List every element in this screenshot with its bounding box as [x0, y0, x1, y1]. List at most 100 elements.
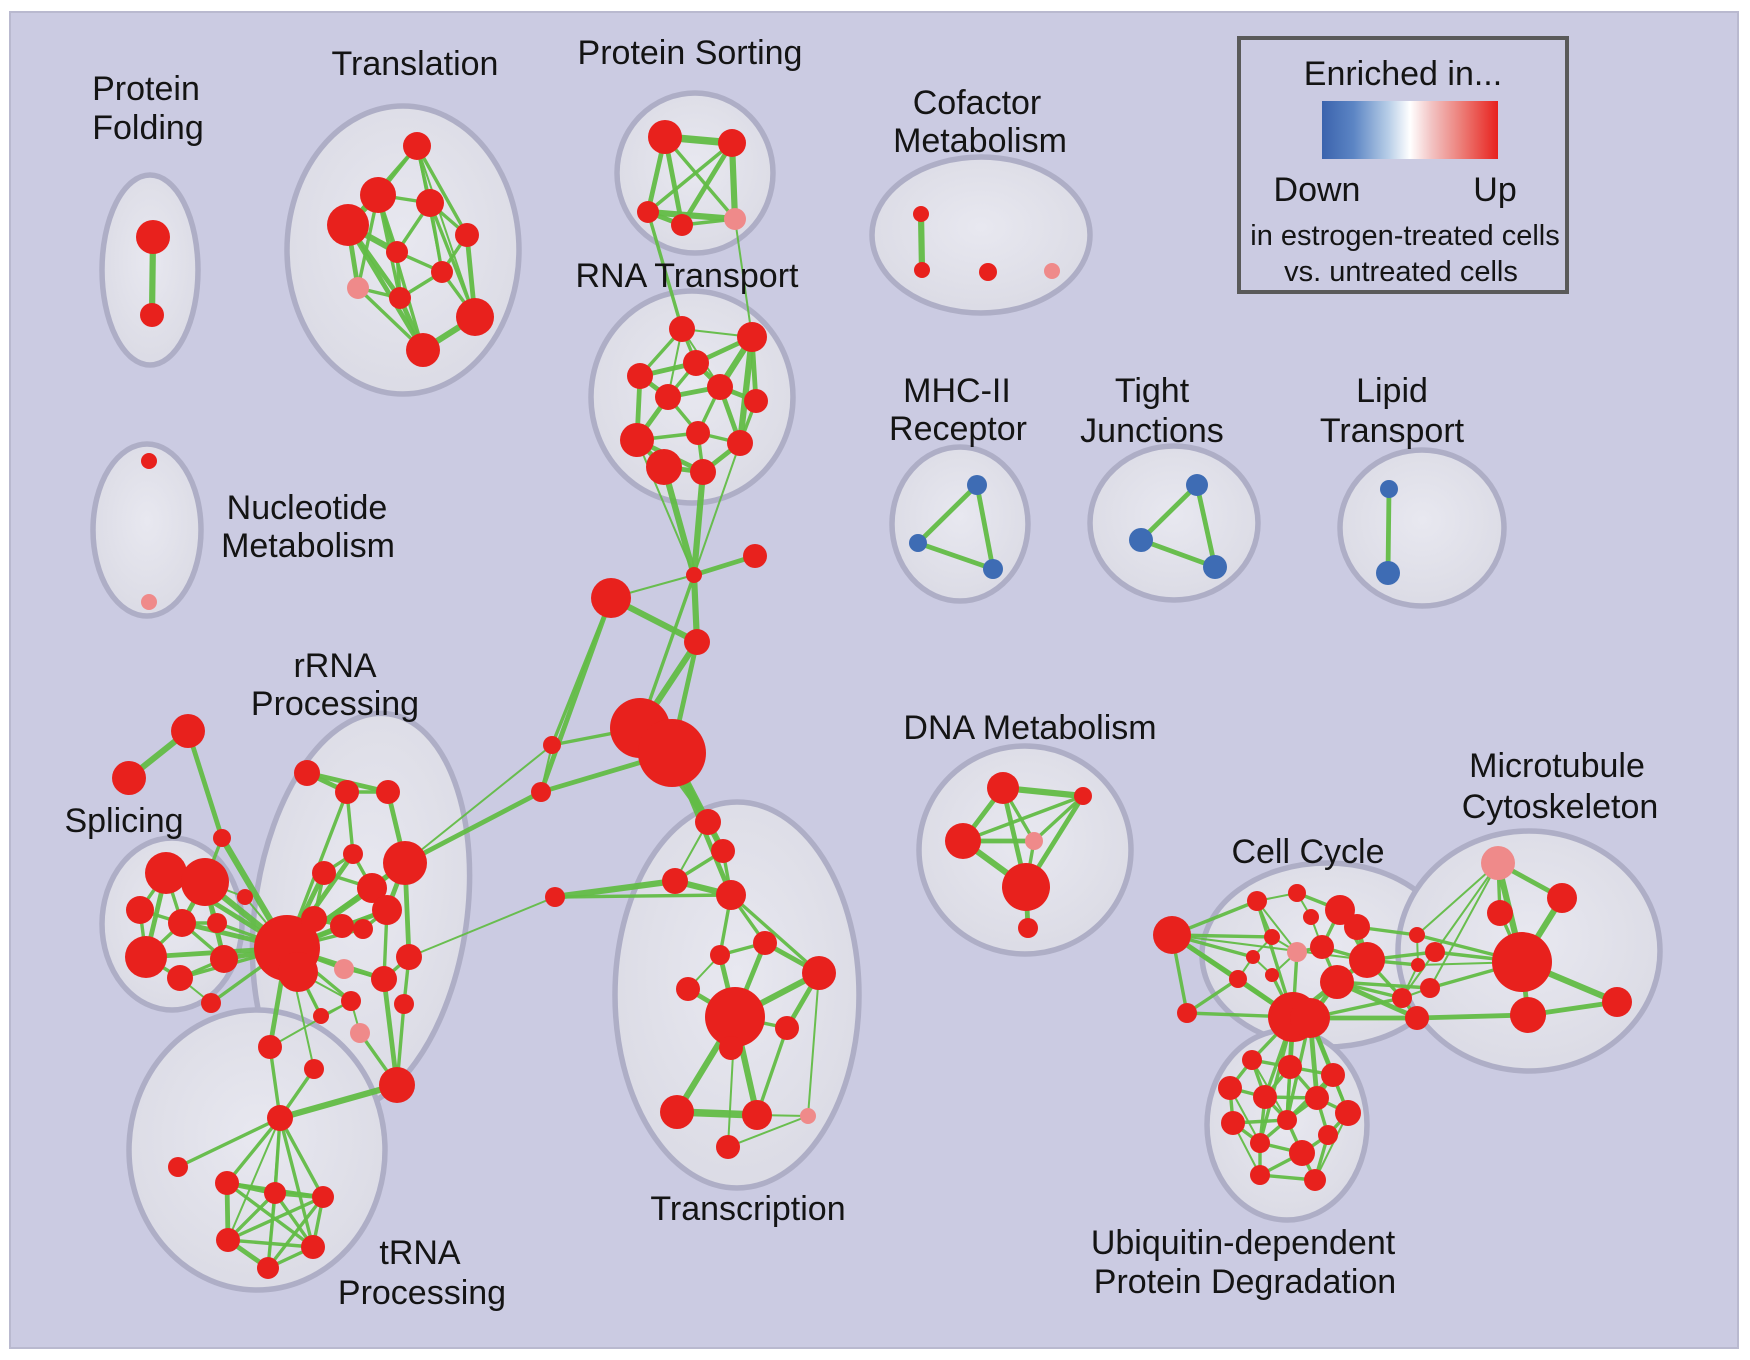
network-edge [269, 1000, 352, 1048]
network-node-up [719, 1036, 743, 1060]
network-node-down [1203, 555, 1227, 579]
network-edge [404, 744, 553, 864]
network-node-up [112, 761, 146, 795]
network-node-weak-up [1025, 832, 1043, 850]
network-node-weak-up [1287, 942, 1307, 962]
network-edge [1414, 1012, 1531, 1021]
network-node-up [637, 201, 659, 223]
cluster-label-mhc-ii-receptor-line1: MHC-II [903, 372, 1011, 410]
network-edge [1138, 537, 1218, 570]
network-node-up [1303, 909, 1319, 925]
network-node-up [753, 931, 777, 955]
network-edge [551, 877, 679, 901]
network-node-up [648, 120, 682, 154]
network-edge [646, 210, 684, 331]
cluster-label-dna-metabolism: DNA Metabolism [903, 709, 1156, 747]
network-node-up [294, 760, 320, 786]
network-edge [755, 1026, 789, 1117]
network-node-down [967, 475, 987, 495]
cluster-label-lipid-transport-line1: Lipid [1356, 372, 1428, 410]
network-node-up [168, 1157, 188, 1177]
network-edge [1171, 934, 1368, 961]
network-edge [693, 442, 741, 576]
network-node-up [1247, 891, 1267, 911]
network-node-up [431, 261, 453, 283]
network-edge [646, 141, 734, 214]
network-edge [276, 1081, 401, 1122]
cluster-label-cofactor-metabolism-line1: Cofactor [913, 84, 1042, 122]
network-node-up [383, 841, 427, 885]
cluster-label-mhc-ii-receptor-line2: Receptor [889, 410, 1027, 448]
network-node-up [716, 880, 746, 910]
network-node-up [742, 1100, 772, 1130]
network-edge [663, 135, 737, 221]
network-node-up [301, 906, 327, 932]
network-node-weak-up [724, 208, 746, 230]
network-edge [1185, 977, 1240, 1015]
network-node-up [662, 868, 688, 894]
network-node-up [353, 919, 373, 939]
network-node-up [394, 994, 414, 1014]
cluster-ellipse-nucleotide-metabolism [90, 441, 204, 619]
network-node-up [1074, 787, 1092, 805]
network-edge [1138, 482, 1200, 543]
network-edge [660, 463, 698, 579]
cluster-ellipse-trna-processing [126, 1007, 388, 1293]
cluster-ellipse-tight-junctions [1087, 443, 1261, 603]
network-edge [266, 1191, 277, 1270]
network-edge [428, 201, 477, 319]
network-node-up [406, 333, 440, 367]
network-node-up [1290, 998, 1330, 1038]
network-node-up [416, 189, 444, 217]
network-node-up [1002, 863, 1050, 911]
network-node-up [1411, 958, 1425, 972]
cluster-label-protein-folding-line2: Folding [92, 109, 204, 147]
network-node-up [396, 944, 422, 970]
network-node-up [343, 844, 363, 864]
cluster-label-microtubule-cytoskeleton-line2: Cytoskeleton [1462, 788, 1659, 826]
network-edge [266, 1195, 325, 1270]
network-node-up [987, 772, 1019, 804]
network-edge [402, 789, 544, 866]
nodes-layer [112, 120, 1632, 1279]
network-node-up [1409, 927, 1425, 943]
network-node-up [695, 809, 721, 835]
cluster-label-tight-junctions-line2: Junctions [1080, 412, 1224, 450]
network-edge [278, 1116, 325, 1199]
network-node-up [341, 991, 361, 1011]
network-node-up [1250, 1165, 1270, 1185]
network-edge [736, 333, 756, 447]
network-edge [408, 896, 556, 958]
network-node-up [1420, 978, 1440, 998]
network-node-up [669, 316, 695, 342]
cluster-label-rna-transport: RNA Transport [576, 257, 800, 295]
network-edge [185, 728, 225, 841]
network-node-up [1177, 1003, 1197, 1023]
network-node-up [744, 389, 768, 413]
network-node-up [727, 430, 753, 456]
network-node-up [145, 852, 187, 894]
cluster-label-trna-processing-line2: Processing [338, 1274, 506, 1312]
cluster-label-nucleotide-metabolism-line1: Nucleotide [227, 489, 388, 527]
legend-box [1237, 36, 1569, 294]
network-node-up [181, 858, 229, 906]
network-node-up [1344, 914, 1370, 940]
network-node-up [1392, 988, 1412, 1008]
network-node-up [545, 887, 565, 907]
network-edge [679, 140, 735, 228]
network-node-weak-up [141, 594, 157, 610]
legend-title: Enriched in... [1304, 55, 1502, 93]
network-node-up [1547, 883, 1577, 913]
network-node-up [1253, 1085, 1277, 1109]
network-node-up [743, 544, 767, 568]
network-node-up [1304, 1169, 1326, 1191]
network-edge [734, 218, 753, 338]
network-node-up [140, 303, 164, 327]
network-node-up [1310, 935, 1334, 959]
network-edge [176, 1116, 282, 1169]
network-node-up [1229, 970, 1247, 988]
cluster-label-microtubule-cytoskeleton-line1: Microtubule [1469, 747, 1645, 785]
network-node-up [1602, 987, 1632, 1017]
network-node-weak-up [347, 277, 369, 299]
network-node-down [909, 534, 927, 552]
